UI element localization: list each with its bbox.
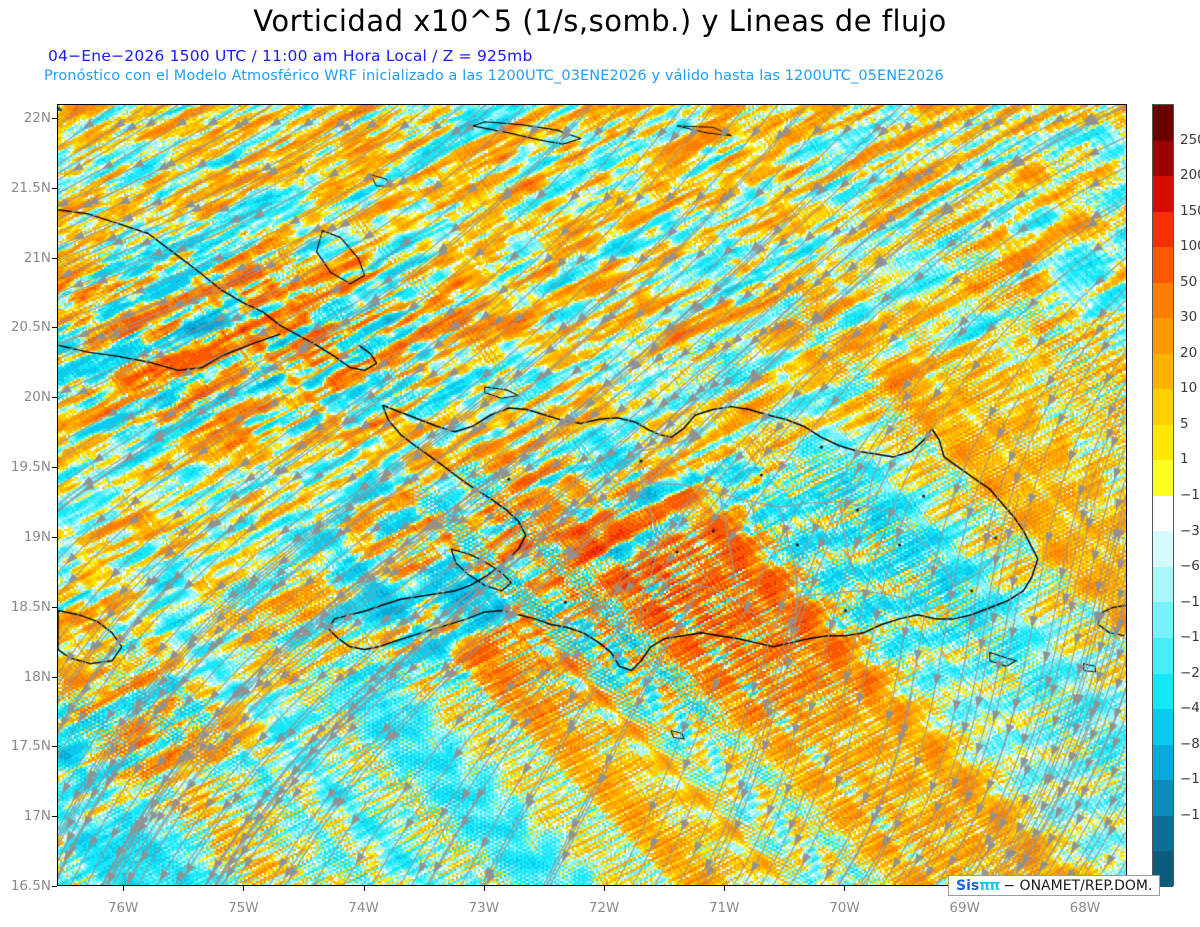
y-axis-tick [52,886,57,887]
colorbar-swatch [1153,637,1173,674]
y-axis-tick-label: 19.5N [10,459,51,476]
colorbar-swatch [1153,353,1173,390]
chart-header: Vorticidad x10^5 (1/s,somb.) y Lineas de… [0,0,1200,92]
x-axis-tick [604,886,606,891]
x-axis-tick-label: 76W [107,900,139,916]
colorbar-swatch [1153,282,1173,319]
y-axis-tick-label: 20.5N [10,319,51,336]
colorbar-swatch [1153,744,1173,781]
y-axis-tick [52,397,57,399]
y-axis-tick-label: 17.5N [10,738,51,755]
x-axis-tick [844,886,846,891]
x-axis-tick-label: 68W [1069,900,1101,916]
model-info-subtitle: Pronóstico con el Modelo Atmosférico WRF… [44,68,944,84]
organization-label: − ONAMET/REP.DOM. [1003,877,1153,894]
y-axis-tick-label: 22N [23,109,51,126]
y-axis-tick-label: 17N [23,808,51,825]
colorbar-swatch [1153,424,1173,461]
colorbar-tick-label: −42 [1180,700,1200,717]
y-axis-tick-label: 20N [23,389,51,406]
colorbar-tick-label: −6 [1180,558,1200,575]
colorbar-tick-label: 250 [1180,131,1200,148]
x-axis-tick [123,886,125,891]
brand-prefix-label: Sis [956,877,980,894]
x-axis-tick-label: 73W [468,900,500,916]
x-axis-tick [724,886,726,891]
y-axis-tick-label: 18N [23,668,51,685]
colorbar-swatch [1153,602,1173,638]
y-axis-tick [52,467,57,469]
y-axis-tick [52,257,57,259]
colorbar-swatch [1153,318,1173,354]
colorbar-tick-label: −160 [1180,806,1200,823]
colorbar-swatch [1153,531,1173,567]
colorbar-tick-label: 150 [1180,202,1200,219]
y-axis-tick [52,536,57,538]
x-axis-tick-label: 72W [588,900,620,916]
x-axis-tick-label: 70W [829,900,860,916]
colorbar-tick-label: 50 [1180,273,1198,290]
colorbar-swatch [1153,566,1173,603]
colorbar-tick-label: −3 [1180,522,1200,539]
x-axis-tick-label: 75W [228,900,259,916]
y-axis-tick [52,816,57,818]
colorbar-tick-label: 5 [1180,415,1189,432]
colorbar-swatch [1153,211,1173,248]
y-axis-tick-label: 21N [23,249,51,266]
colorbar [1152,104,1174,887]
colorbar-swatch [1153,105,1173,141]
y-axis-tick-label: 21.5N [10,179,51,196]
colorbar-tick-label: 20 [1180,344,1198,361]
map-plot-area [57,104,1127,886]
y-axis-tick [52,746,57,748]
y-axis-tick [52,187,57,189]
y-axis-tick [52,117,57,119]
colorbar-swatch [1153,140,1173,177]
colorbar-swatch [1153,460,1173,496]
x-axis-tick [243,886,245,891]
y-axis-tick [52,676,57,678]
y-axis-tick [52,606,57,608]
x-axis-tick-label: 71W [708,900,740,916]
x-axis-tick [363,886,365,891]
colorbar-swatch [1153,389,1173,425]
colorbar-tick-label: −1 [1180,487,1200,503]
page-title: Vorticidad x10^5 (1/s,somb.) y Lineas de… [253,4,947,38]
y-axis-tick [52,327,57,329]
y-axis-tick-label: 16.5N [10,878,51,894]
colorbar-swatch [1153,495,1173,532]
colorbar-tick-label: −80 [1180,735,1200,752]
valid-time-subtitle: 04−Ene−2026 1500 UTC / 11:00 am Hora Loc… [48,47,533,65]
vorticity-heatmap-canvas [58,105,1126,885]
y-axis-tick-label: 18.5N [10,598,51,615]
x-axis-tick-label: 69W [949,900,980,916]
colorbar-tick-label: −18 [1180,629,1200,646]
colorbar-swatch [1153,815,1173,852]
x-axis-tick [483,886,485,891]
x-axis-tick-label: 74W [348,900,379,916]
attribution-badge: Sis ππ − ONAMET/REP.DOM. [948,875,1161,896]
colorbar-swatch [1153,709,1173,745]
colorbar-tick-label: −26 [1180,664,1200,681]
colorbar-tick-label: 100 [1180,238,1200,255]
colorbar-tick-label: 200 [1180,167,1200,184]
colorbar-tick-label: 10 [1180,380,1198,397]
colorbar-swatch [1153,673,1173,710]
colorbar-tick-label: 1 [1180,451,1189,468]
brand-symbol-label: ππ [979,877,1000,894]
colorbar-tick-label: −12 [1180,593,1200,610]
colorbar-swatch [1153,780,1173,816]
y-axis-tick-label: 19N [23,528,51,545]
colorbar-swatch [1153,247,1173,283]
colorbar-tick-label: −120 [1180,771,1200,788]
colorbar-swatch [1153,176,1173,212]
colorbar-tick-label: 30 [1180,309,1198,326]
